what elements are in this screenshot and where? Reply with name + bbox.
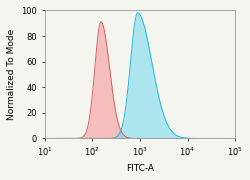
- Y-axis label: Normalized To Mode: Normalized To Mode: [7, 29, 16, 120]
- X-axis label: FITC-A: FITC-A: [126, 164, 154, 173]
